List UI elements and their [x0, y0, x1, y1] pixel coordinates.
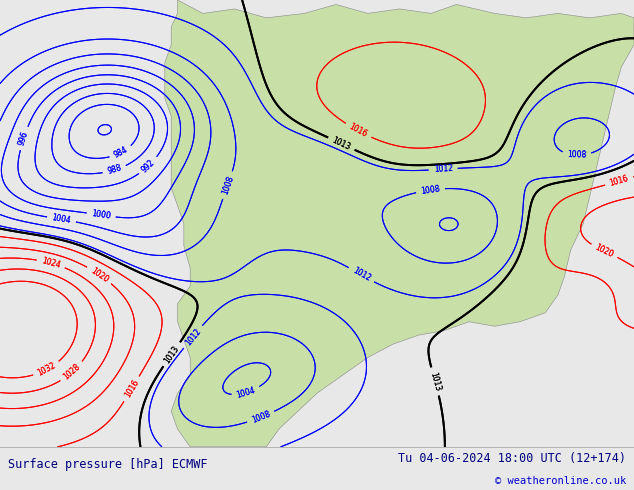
Text: 1008: 1008 [420, 184, 441, 196]
Text: 1013: 1013 [331, 136, 352, 152]
Text: © weatheronline.co.uk: © weatheronline.co.uk [495, 475, 626, 486]
Text: 1024: 1024 [41, 256, 61, 270]
Text: 1012: 1012 [351, 266, 372, 284]
Text: 1008: 1008 [250, 410, 271, 425]
Text: 984: 984 [112, 145, 129, 160]
Text: 1024: 1024 [41, 256, 61, 270]
Text: 1013: 1013 [162, 344, 181, 365]
Text: Tu 04-06-2024 18:00 UTC (12+174): Tu 04-06-2024 18:00 UTC (12+174) [398, 452, 626, 466]
Text: 996: 996 [17, 130, 30, 147]
Text: 1020: 1020 [89, 266, 110, 284]
Text: 1016: 1016 [609, 174, 630, 188]
FancyBboxPatch shape [0, 447, 634, 490]
Text: 1004: 1004 [51, 213, 72, 225]
Text: 1004: 1004 [51, 213, 72, 225]
Text: 1004: 1004 [235, 385, 257, 399]
Text: 1012: 1012 [183, 326, 202, 347]
Text: 1013: 1013 [331, 136, 352, 152]
Text: 1020: 1020 [593, 243, 615, 259]
Text: 1020: 1020 [89, 266, 110, 284]
Text: 1008: 1008 [220, 174, 235, 196]
Text: 1000: 1000 [91, 209, 112, 221]
Text: 1016: 1016 [609, 174, 630, 188]
Text: 1008: 1008 [420, 184, 441, 196]
Text: 1016: 1016 [347, 122, 369, 139]
Text: Surface pressure [hPa] ECMWF: Surface pressure [hPa] ECMWF [8, 459, 207, 471]
Text: 1012: 1012 [434, 164, 453, 174]
Text: 984: 984 [112, 145, 129, 160]
Text: 992: 992 [140, 158, 157, 174]
Text: 1016: 1016 [123, 378, 140, 399]
Text: 1012: 1012 [183, 326, 202, 347]
Text: 1013: 1013 [429, 371, 442, 392]
Text: 1008: 1008 [567, 150, 586, 160]
Text: 1028: 1028 [62, 363, 82, 382]
Text: 1028: 1028 [62, 363, 82, 382]
Text: 1004: 1004 [235, 385, 257, 399]
Text: 1008: 1008 [250, 410, 271, 425]
Text: 1013: 1013 [429, 371, 442, 392]
Text: 1008: 1008 [567, 150, 586, 160]
Text: 1013: 1013 [162, 344, 181, 365]
Text: 1012: 1012 [351, 266, 372, 284]
Text: 1008: 1008 [220, 174, 235, 196]
Text: 1020: 1020 [593, 243, 615, 259]
Text: 988: 988 [107, 164, 123, 176]
Text: 996: 996 [17, 130, 30, 147]
Text: 988: 988 [107, 164, 123, 176]
Text: 1012: 1012 [434, 164, 453, 174]
Text: 1016: 1016 [347, 122, 369, 139]
Text: 1016: 1016 [123, 378, 140, 399]
Polygon shape [165, 0, 634, 447]
Text: 1000: 1000 [91, 209, 112, 221]
Text: 992: 992 [140, 158, 157, 174]
Text: 1032: 1032 [36, 361, 57, 378]
Text: 1032: 1032 [36, 361, 57, 378]
